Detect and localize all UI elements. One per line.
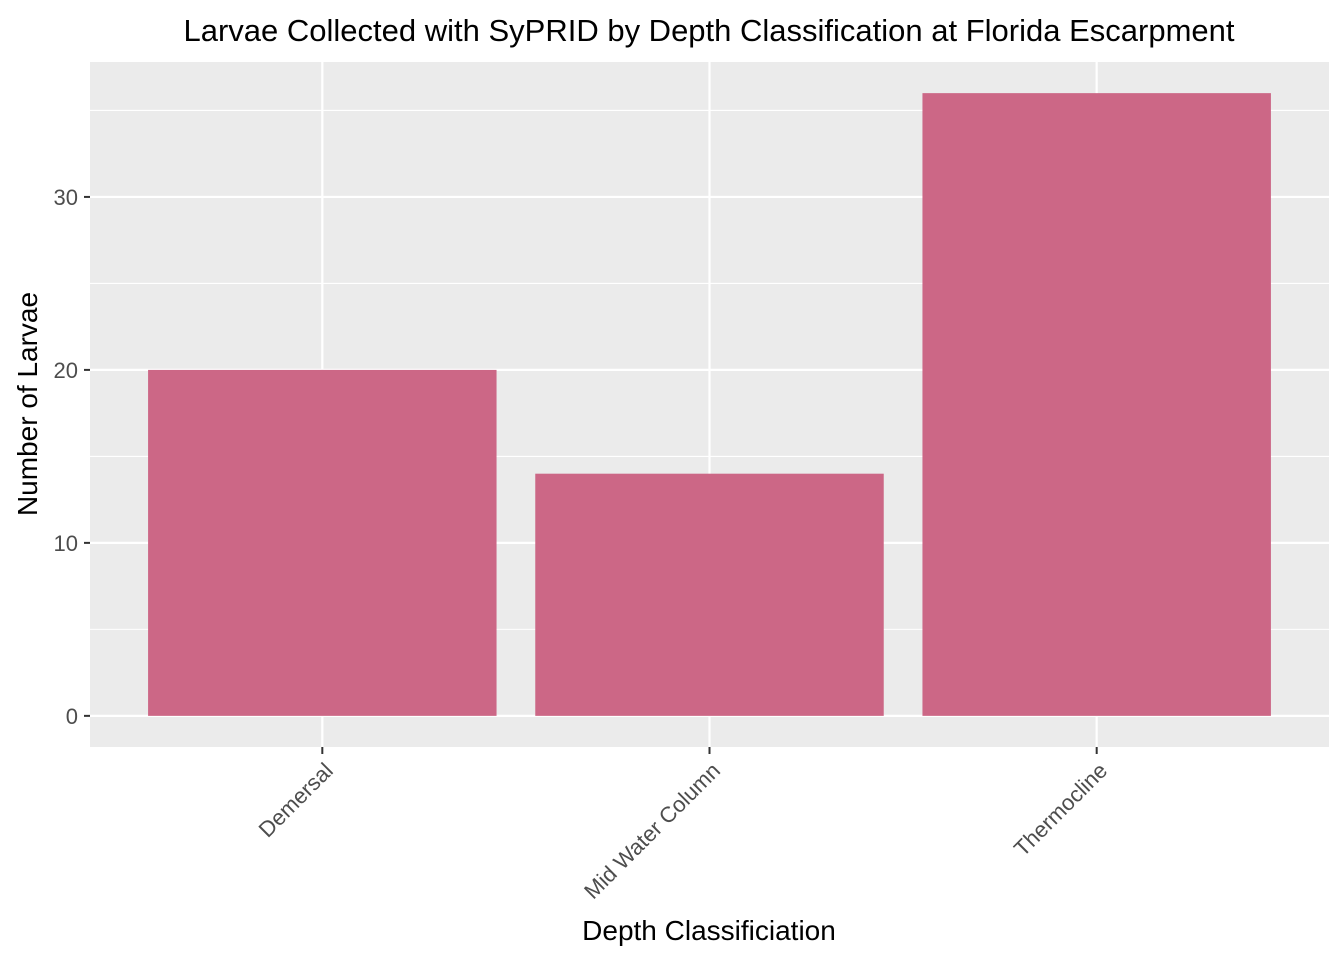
y-tick-label: 30 <box>54 185 78 210</box>
x-tick-label: Thermocline <box>1009 758 1112 861</box>
y-tick-label: 20 <box>54 358 78 383</box>
x-tick-label: Demersal <box>254 758 338 842</box>
y-tick-label: 0 <box>66 704 78 729</box>
chart-title: Larvae Collected with SyPRID by Depth Cl… <box>183 13 1234 48</box>
x-axis-label: Depth Classificiation <box>582 915 836 946</box>
x-tick-label: Mid Water Column <box>579 758 725 904</box>
bar-mid-water-column <box>535 473 884 716</box>
bar-thermocline <box>922 93 1271 716</box>
bar-demersal <box>148 369 497 716</box>
y-axis-label: Number of Larvae <box>12 292 43 516</box>
y-tick-label: 10 <box>54 531 78 556</box>
